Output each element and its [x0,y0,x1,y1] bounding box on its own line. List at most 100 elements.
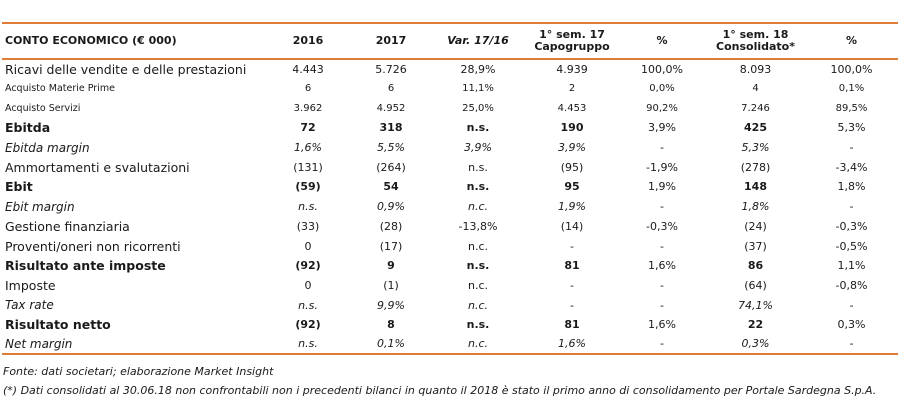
row-label: Acquisto Servizi [5,102,81,114]
cell-pct18: -0,3% [835,219,868,233]
cell-sem17: (95) [560,160,584,174]
row-label: Gestione finanziaria [5,218,130,234]
cell-pct18: -3,4% [835,160,868,174]
cell-var: -13,8% [458,219,498,233]
cell-pct17: - [660,141,664,155]
cell-pct18: 5,3% [837,121,866,135]
table-row: Gestione finanziaria (33) (28) -13,8% (1… [2,217,898,237]
row-label: Ebitda [5,120,51,136]
cell-pct18: 0,1% [838,83,865,95]
cell-2017: 9 [387,259,395,273]
cell-sem18: 0,3% [706,334,805,356]
cell-2017: 9,9% [377,298,405,312]
cell-sem18: 74,1% [738,298,773,312]
table-row: Imposte 0 (1) n.c. - - (64) -0,8% [2,276,898,296]
cell-sem18: 5,3% [741,141,770,155]
cell-sem17: 4.939 [556,62,588,76]
cell-2017: 6 [387,83,395,95]
cell-2017: (264) [376,160,406,174]
table-row: Net margin n.s. 0,1% n.c. 1,6% - 0,3% - [2,334,898,356]
cell-pct17: 1,9% [648,180,676,194]
table-row: Proventi/oneri non ricorrenti 0 (17) n.c… [2,236,898,256]
header-label: CONTO ECONOMICO (€ 000) [2,22,264,60]
cell-sem18: 22 [747,318,764,332]
cell-sem17: 190 [560,121,584,135]
footnote: (*) Dati consolidati al 30.06.18 non con… [3,384,877,397]
cell-sem18: 86 [747,259,764,273]
cell-2017: 5,5% [377,141,405,155]
cell-var: n.c. [467,200,488,214]
table-row: Ebit (59) 54 n.s. 95 1,9% 148 1,8% [2,177,898,197]
cell-sem18: 4 [752,83,759,95]
cell-2017: 5.726 [375,62,407,76]
cell-2016: 4.443 [292,62,324,76]
cell-2016: (131) [293,160,323,174]
cell-2016: (59) [295,180,321,194]
cell-2017: 8 [387,318,395,332]
cell-pct17: 90,2% [646,102,678,114]
cell-sem18: 7.246 [741,102,770,114]
cell-pct18: 0,3% [837,318,866,332]
cell-pct17: 100,0% [641,62,683,76]
cell-sem18: 8.093 [739,62,772,76]
cell-pct17: 1,6% [648,318,676,332]
cell-sem17: 3,9% [558,141,586,155]
cell-pct17: - [660,278,664,292]
cell-var: n.s. [466,121,490,135]
table-row: Risultato ante imposte (92) 9 n.s. 81 1,… [2,256,898,276]
row-label: Acquisto Materie Prime [5,83,115,95]
cell-sem18: 148 [744,180,767,194]
cell-pct18: 1,1% [837,259,866,273]
header-sem17: 1° sem. 17 Capogruppo [526,22,618,60]
row-label: Risultato ante imposte [5,258,166,274]
cell-pct17: -0,3% [646,219,678,233]
cell-2017: 54 [383,180,399,194]
cell-pct18: - [849,298,854,312]
cell-pct17: 3,9% [648,121,676,135]
cell-sem17: - [570,239,574,253]
cell-2016: 6 [304,83,312,95]
header-sem18-line1: 1° sem. 18 [722,28,789,41]
cell-2017: 0,9% [377,200,405,214]
cell-pct18: - [849,141,854,155]
cell-var: 28,9% [460,62,496,76]
cell-pct17: -1,9% [646,160,678,174]
cell-var: n.c. [430,334,526,356]
cell-var: 3,9% [464,141,492,155]
table-row: Ebitda 72 318 n.s. 190 3,9% 425 5,3% [2,118,898,138]
cell-pct18: 89,5% [835,102,868,114]
cell-2016: (33) [296,219,320,233]
cell-sem17: 81 [564,259,580,273]
table-row: Ebitda margin 1,6% 5,5% 3,9% 3,9% - 5,3%… [2,138,898,158]
table-row: Risultato netto (92) 8 n.s. 81 1,6% 22 0… [2,315,898,335]
cell-var: n.s. [468,160,488,174]
header-sem18-line2: Consolidato* [716,40,795,53]
header-pct-2: % [805,22,898,60]
cell-sem18: (37) [744,239,767,253]
cell-pct18: -0,5% [835,239,868,253]
row-label: Imposte [5,277,56,293]
cell-sem17: (14) [560,219,584,233]
cell-2016: 0 [304,278,312,292]
table-row: Ammortamenti e svalutazioni (131) (264) … [2,157,898,177]
cell-2016: 3.962 [293,102,323,114]
cell-pct17: - [660,200,664,214]
cell-sem17: - [570,278,574,292]
cell-pct17: - [660,298,664,312]
table-row: Ebit margin n.s. 0,9% n.c. 1,9% - 1,8% - [2,197,898,217]
cell-sem17: 1,9% [558,200,586,214]
cell-var: n.c. [467,239,488,253]
cell-sem18: (64) [744,278,767,292]
row-label: Ebit [5,179,33,195]
cell-2017: (28) [379,219,403,233]
table-row: Ricavi delle vendite e delle prestazioni… [2,59,898,79]
row-label: Risultato netto [5,317,111,333]
cell-pct18: -0,8% [835,278,868,292]
cell-var: n.c. [467,298,488,312]
table-body: Ricavi delle vendite e delle prestazioni… [2,59,898,356]
cell-var: n.s. [466,259,490,273]
cell-sem18: 1,8% [741,200,770,214]
header-variation: Var. 17/16 [430,22,526,60]
cell-sem17: 1,6% [526,334,618,356]
cell-2017: 4.952 [376,102,406,114]
